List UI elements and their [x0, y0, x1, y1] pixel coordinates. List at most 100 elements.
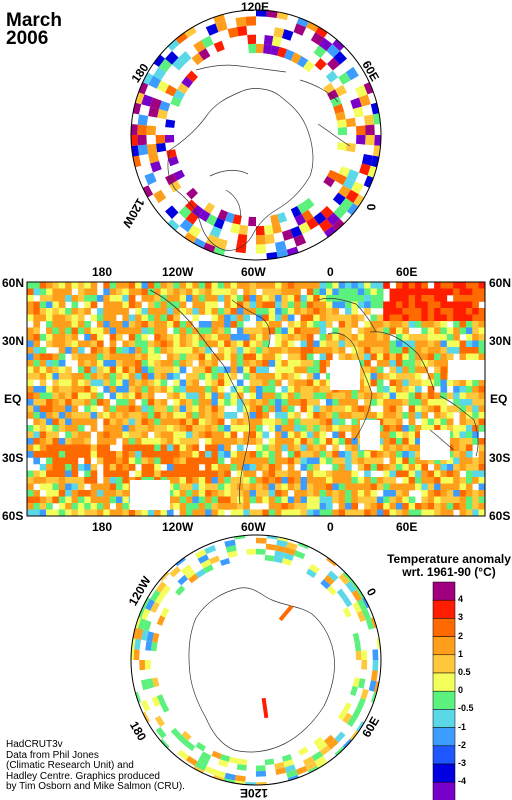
main-anomaly-cell — [427, 360, 435, 367]
main-anomaly-cell — [345, 477, 352, 484]
main-anomaly-cell — [453, 308, 460, 315]
main-anomaly-cell — [313, 509, 320, 516]
main-anomaly-cell — [256, 464, 263, 471]
polar-anomaly-cell — [350, 685, 358, 697]
main-anomaly-cell — [103, 321, 110, 328]
main-anomaly-cell — [179, 444, 187, 452]
main-anomaly-cell — [116, 392, 123, 400]
main-anomaly-cell — [332, 438, 339, 445]
main-anomaly-cell — [357, 353, 365, 361]
main-anomaly-cell — [446, 353, 454, 361]
main-anomaly-cell — [294, 444, 301, 452]
main-anomaly-cell — [46, 451, 53, 458]
main-anomaly-cell — [357, 509, 365, 516]
main-anomaly-cell — [313, 503, 320, 510]
main-anomaly-cell — [103, 405, 110, 413]
main-anomaly-cell — [71, 399, 79, 406]
main-anomaly-cell — [217, 451, 225, 458]
polar-anomaly-cell — [276, 539, 288, 548]
main-anomaly-cell — [224, 379, 231, 387]
polar-anomaly-cell — [177, 734, 189, 746]
main-anomaly-cell — [395, 509, 403, 516]
lon-label-top-120w: 120W — [162, 265, 194, 279]
main-anomaly-cell — [376, 444, 384, 452]
main-anomaly-cell — [389, 347, 397, 354]
main-anomaly-cell — [256, 418, 263, 426]
main-anomaly-cell — [166, 425, 174, 432]
main-anomaly-cell — [205, 490, 212, 497]
main-anomaly-cell — [325, 418, 333, 426]
polar-anomaly-cell — [150, 641, 158, 652]
main-anomaly-cell — [160, 405, 168, 413]
main-anomaly-cell — [383, 490, 390, 497]
main-anomaly-cell — [427, 295, 435, 302]
main-anomaly-cell — [71, 301, 79, 309]
main-anomaly-cell — [27, 438, 34, 445]
main-anomaly-cell — [268, 308, 276, 315]
legend-title-line2: wrt. 1961-90 (°C) — [402, 565, 496, 579]
main-anomaly-cell — [268, 451, 276, 458]
main-anomaly-cell — [205, 282, 212, 289]
main-anomaly-cell — [364, 360, 371, 367]
main-anomaly-cell — [434, 412, 441, 419]
main-anomaly-cell — [319, 282, 327, 289]
main-anomaly-cell — [141, 327, 149, 335]
main-anomaly-cell — [408, 379, 416, 387]
main-anomaly-cell — [389, 503, 397, 510]
main-anomaly-cell — [33, 431, 41, 439]
main-anomaly-cell — [287, 509, 295, 516]
main-anomaly-cell — [46, 496, 53, 504]
main-anomaly-cell — [434, 334, 441, 341]
main-anomaly-cell — [408, 457, 416, 465]
main-anomaly-cell — [408, 399, 416, 406]
main-anomaly-cell — [77, 444, 85, 452]
main-anomaly-cell — [287, 451, 295, 458]
main-anomaly-cell — [249, 399, 257, 406]
main-anomaly-cell — [65, 509, 72, 516]
main-anomaly-cell — [376, 321, 384, 328]
polar-anomaly-cell — [335, 84, 347, 97]
main-anomaly-cell — [192, 425, 200, 432]
main-anomaly-cell — [383, 451, 390, 458]
main-anomaly-cell — [306, 412, 314, 419]
main-anomaly-cell — [52, 470, 60, 478]
main-anomaly-cell — [65, 347, 72, 354]
main-anomaly-cell — [236, 334, 244, 341]
main-anomaly-cell — [256, 509, 263, 516]
main-anomaly-cell — [186, 321, 193, 328]
main-anomaly-cell — [415, 340, 422, 348]
main-anomaly-cell — [96, 444, 104, 452]
main-anomaly-cell — [478, 405, 485, 413]
main-anomaly-cell — [402, 477, 409, 484]
main-anomaly-cell — [345, 282, 352, 289]
main-anomaly-cell — [389, 295, 397, 302]
main-anomaly-cell — [345, 399, 352, 406]
main-anomaly-cell — [122, 470, 130, 478]
main-anomaly-cell — [128, 425, 136, 432]
main-anomaly-cell — [402, 425, 409, 432]
main-anomaly-cell — [160, 379, 168, 387]
main-anomaly-cell — [192, 444, 200, 452]
polar-anomaly-cell — [137, 144, 149, 156]
main-anomaly-cell — [275, 373, 282, 380]
main-anomaly-cell — [357, 314, 365, 322]
main-anomaly-cell — [71, 470, 79, 478]
polar-anomaly-cell — [131, 155, 142, 169]
main-anomaly-cell — [357, 490, 365, 497]
main-anomaly-cell — [103, 464, 110, 471]
main-anomaly-cell — [478, 438, 485, 445]
main-anomaly-cell — [198, 373, 206, 380]
main-anomaly-cell — [249, 477, 257, 484]
polar-anomaly-cell — [141, 679, 149, 691]
main-anomaly-cell — [294, 438, 301, 445]
main-anomaly-cell — [313, 483, 320, 491]
main-anomaly-cell — [313, 470, 320, 478]
main-anomaly-cell — [345, 496, 352, 504]
main-anomaly-cell — [402, 496, 409, 504]
polar-anomaly-cell — [164, 135, 175, 143]
main-anomaly-cell — [395, 444, 403, 452]
main-anomaly-cell — [275, 347, 282, 354]
main-anomaly-cell — [173, 360, 180, 367]
main-anomaly-cell — [122, 509, 130, 516]
main-anomaly-cell — [300, 360, 308, 367]
